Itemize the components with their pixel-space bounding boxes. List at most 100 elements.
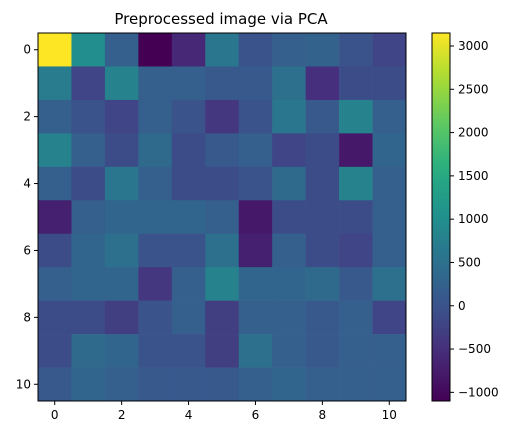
heatmap-cell: [205, 368, 239, 402]
heatmap-cell: [71, 267, 105, 301]
heatmap-cell: [306, 133, 340, 167]
heatmap-cell: [272, 33, 306, 67]
heatmap-cell: [339, 368, 373, 402]
colorbar: [432, 33, 450, 401]
heatmap-cell: [373, 133, 407, 167]
heatmap-cell: [38, 167, 72, 201]
heatmap-cell: [239, 100, 273, 134]
heatmap-cell: [339, 200, 373, 234]
heatmap-cell: [38, 368, 72, 402]
heatmap-cell: [306, 368, 340, 402]
y-axis-ticks: 0 2 4 6 8 10: [16, 43, 38, 392]
heatmap-cell: [339, 301, 373, 335]
heatmap-cell: [38, 301, 72, 335]
heatmap-cell: [373, 368, 407, 402]
heatmap-cell: [138, 133, 172, 167]
x-tick-label: 0: [51, 408, 59, 422]
heatmap-cell: [373, 267, 407, 301]
heatmap-cell: [172, 167, 206, 201]
heatmap-cell: [105, 267, 139, 301]
heatmap-cell: [38, 200, 72, 234]
heatmap-cell: [306, 234, 340, 268]
heatmap-cell: [205, 200, 239, 234]
heatmap-cell: [373, 167, 407, 201]
heatmap-cell: [138, 66, 172, 100]
heatmap-cell: [71, 66, 105, 100]
heatmap-cell: [105, 100, 139, 134]
heatmap-cell: [38, 234, 72, 268]
heatmap-cell: [373, 234, 407, 268]
heatmap-cell: [239, 267, 273, 301]
heatmap-cell: [272, 133, 306, 167]
y-tick-label: 0: [23, 43, 31, 57]
heatmap-cell: [306, 301, 340, 335]
heatmap-cell: [272, 200, 306, 234]
heatmap-cell: [138, 234, 172, 268]
heatmap-cell: [272, 66, 306, 100]
heatmap-cell: [306, 334, 340, 368]
heatmap-cell: [306, 267, 340, 301]
y-tick-label: 2: [23, 110, 31, 124]
heatmap-cell: [71, 334, 105, 368]
heatmap-cell: [71, 133, 105, 167]
heatmap-cell: [105, 200, 139, 234]
heatmap-cell: [373, 200, 407, 234]
heatmap-cell: [138, 334, 172, 368]
x-tick-label: 10: [382, 408, 397, 422]
heatmap-cell: [172, 100, 206, 134]
heatmap-cell: [138, 100, 172, 134]
heatmap-cell: [205, 133, 239, 167]
heatmap-cell: [339, 334, 373, 368]
heatmap-cell: [239, 133, 273, 167]
heatmap-cell: [339, 133, 373, 167]
heatmap-cell: [138, 368, 172, 402]
colorbar-tick-label: 1500: [458, 169, 489, 183]
heatmap-cell: [205, 334, 239, 368]
heatmap-cell: [205, 301, 239, 335]
heatmap-cell: [205, 100, 239, 134]
colorbar-tick-label: 1000: [458, 212, 489, 226]
heatmap-cell: [373, 33, 407, 67]
colorbar-tick-label: 2000: [458, 126, 489, 140]
heatmap-cell: [172, 234, 206, 268]
heatmap-cell: [71, 234, 105, 268]
heatmap-cell: [71, 301, 105, 335]
heatmap-cell: [239, 334, 273, 368]
heatmap-cell: [172, 368, 206, 402]
x-tick-label: 2: [118, 408, 126, 422]
heatmap-cell: [38, 334, 72, 368]
heatmap-cell: [172, 133, 206, 167]
heatmap-cell: [339, 234, 373, 268]
heatmap-cell: [272, 167, 306, 201]
heatmap-cell: [105, 368, 139, 402]
heatmap-cell: [306, 200, 340, 234]
heatmap-cell: [373, 301, 407, 335]
heatmap-cell: [172, 301, 206, 335]
heatmap-cell: [172, 33, 206, 67]
heatmap-cell: [71, 100, 105, 134]
colorbar-tick-label: 0: [458, 299, 466, 313]
heatmap-cell: [272, 100, 306, 134]
heatmap-cell: [205, 66, 239, 100]
heatmap-cell: [71, 368, 105, 402]
heatmap-cell: [239, 234, 273, 268]
heatmap-cell: [306, 66, 340, 100]
heatmap-cell: [339, 66, 373, 100]
heatmap-cell: [105, 301, 139, 335]
heatmap-cell: [172, 334, 206, 368]
heatmap-cell: [38, 267, 72, 301]
heatmap-cell: [272, 334, 306, 368]
heatmap-cell: [38, 100, 72, 134]
y-tick-label: 6: [23, 243, 31, 257]
heatmap-cell: [38, 33, 72, 67]
heatmap-cell: [38, 133, 72, 167]
x-tick-label: 6: [252, 408, 260, 422]
colorbar-tick-label: 500: [458, 255, 481, 269]
heatmap-cell: [105, 33, 139, 67]
heatmap-cell: [205, 234, 239, 268]
heatmap-cell: [339, 33, 373, 67]
heatmap-cell: [105, 133, 139, 167]
colorbar-ticks: 300025002000150010005000−500−1000: [450, 39, 499, 399]
heatmap-cell: [138, 301, 172, 335]
y-tick-label: 8: [23, 310, 31, 324]
